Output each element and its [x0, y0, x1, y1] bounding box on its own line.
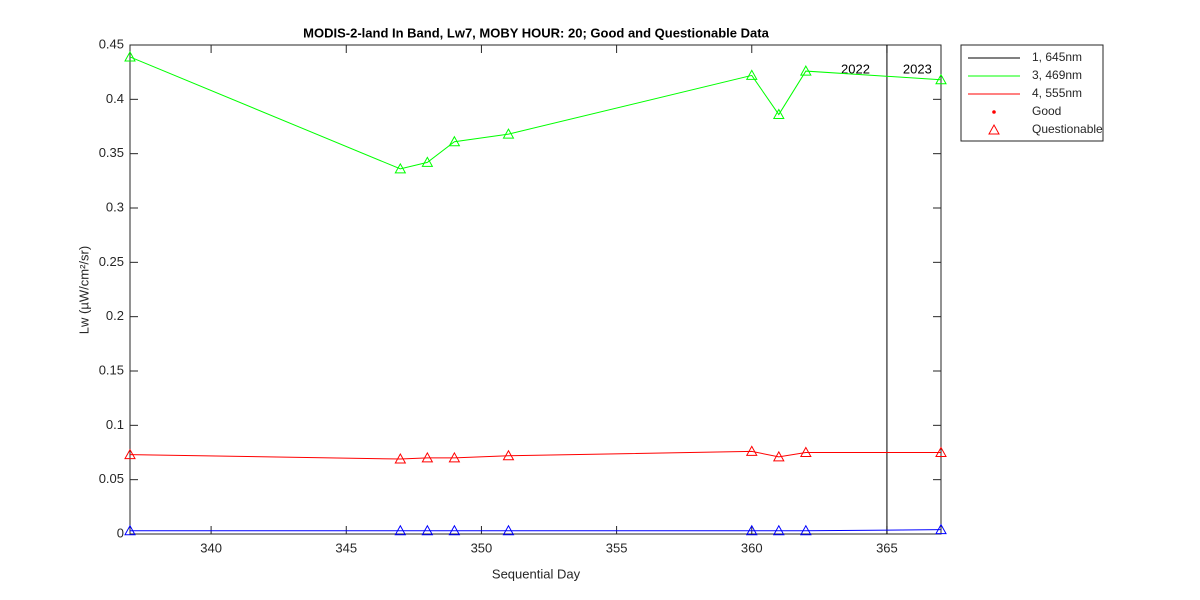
questionable-marker: [799, 446, 812, 457]
series-line: [130, 529, 942, 532]
legend-label: Good: [1032, 104, 1061, 118]
x-tick-label: 340: [200, 540, 222, 555]
y-tick-label: 0.3: [106, 199, 124, 214]
legend-box: [960, 44, 1104, 142]
questionable-marker: [394, 452, 407, 464]
questionable-marker: [421, 451, 434, 463]
questionable-marker: [799, 524, 812, 536]
legend-label: 4, 555nm: [1032, 86, 1082, 100]
x-tick-label: 345: [335, 540, 357, 555]
questionable-marker: [772, 524, 785, 536]
annotation: 2023: [903, 61, 932, 76]
questionable-marker: [394, 162, 407, 174]
questionable-marker: [935, 73, 947, 85]
legend-good-marker: [992, 110, 996, 114]
questionable-marker: [448, 524, 461, 536]
y-tick-label: 0.25: [99, 254, 124, 269]
y-tick-label: 0.2: [106, 308, 124, 323]
questionable-marker: [124, 50, 136, 62]
y-tick-label: 0.4: [106, 91, 124, 106]
legend-label: 1, 645nm: [1032, 50, 1082, 64]
plot-frame: [129, 44, 942, 535]
questionable-marker: [772, 108, 785, 120]
questionable-marker: [502, 449, 515, 461]
questionable-marker: [448, 135, 461, 147]
x-tick-label: 350: [471, 540, 493, 555]
legend-label: Questionable: [1032, 122, 1103, 136]
questionable-marker: [745, 69, 758, 80]
questionable-marker: [935, 523, 947, 535]
questionable-marker: [772, 450, 785, 462]
x-tick-label: 365: [876, 540, 898, 555]
y-tick-label: 0.15: [99, 362, 124, 377]
y-axis-label: Lw (µW/cm²/sr): [76, 246, 91, 334]
questionable-marker: [448, 451, 461, 463]
series-line: [129, 56, 942, 170]
chart-title: MODIS-2-land In Band, Lw7, MOBY HOUR: 20…: [303, 25, 769, 40]
questionable-marker: [124, 524, 136, 536]
x-tick-label: 360: [741, 540, 763, 555]
y-tick-label: 0.1: [106, 417, 124, 432]
y-tick-label: 0: [117, 525, 124, 540]
legend-questionable-marker: [988, 123, 1000, 135]
legend-label: 3, 469nm: [1032, 68, 1082, 82]
y-tick-label: 0.35: [99, 145, 124, 160]
y-tick-label: 0.45: [99, 36, 124, 51]
y-tick-label: 0.05: [99, 471, 124, 486]
questionable-marker: [124, 448, 136, 460]
x-axis-label: Sequential Day: [492, 566, 581, 581]
questionable-marker: [799, 65, 812, 76]
questionable-marker: [421, 156, 434, 167]
questionable-marker: [502, 524, 515, 536]
series-line: [129, 450, 941, 460]
questionable-marker: [935, 446, 947, 457]
questionable-marker: [745, 524, 758, 536]
questionable-marker: [745, 445, 758, 456]
questionable-marker: [421, 524, 434, 536]
questionable-marker: [394, 524, 407, 536]
x-tick-label: 355: [606, 540, 628, 555]
questionable-marker: [502, 128, 515, 139]
annotation: 2022: [841, 61, 870, 76]
